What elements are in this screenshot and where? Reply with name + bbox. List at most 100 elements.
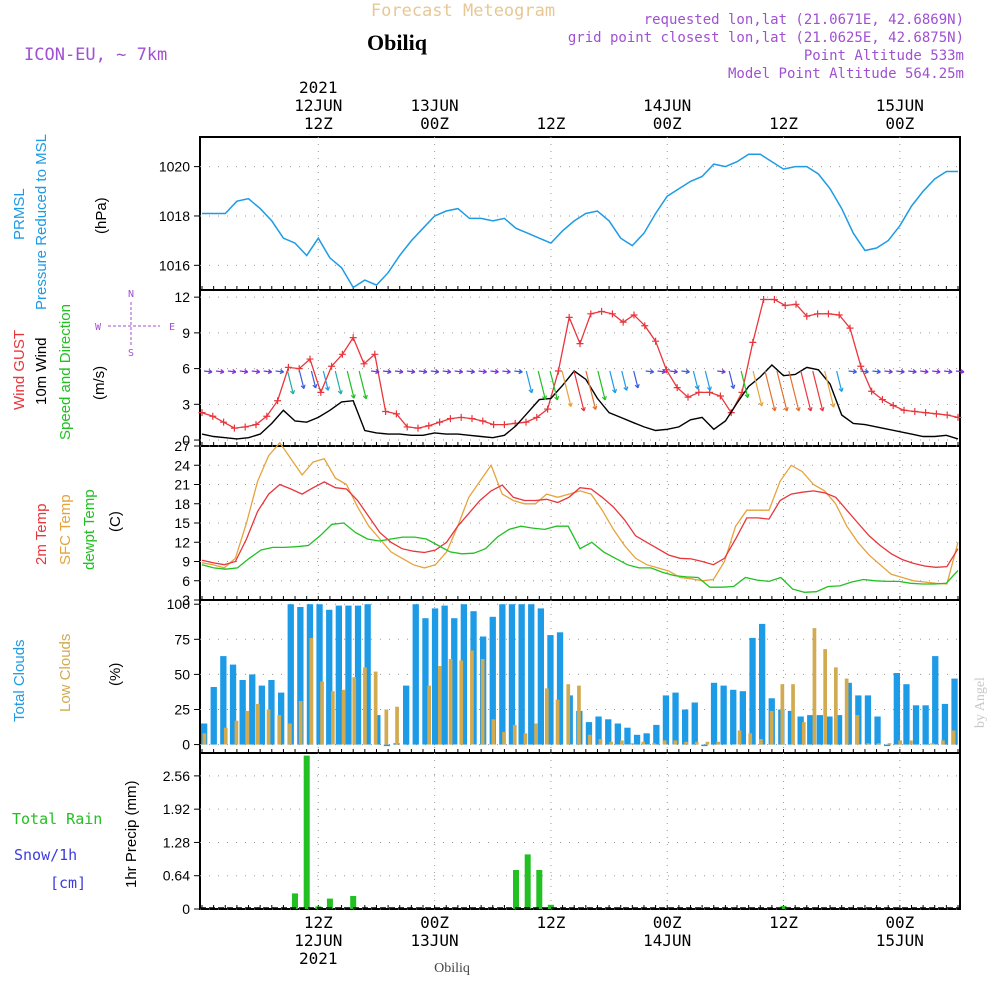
gust-marker	[544, 405, 552, 413]
gust-marker	[306, 355, 314, 363]
arrow-head	[819, 406, 825, 412]
total-cloud-bar	[422, 618, 429, 745]
wind-direction-arrow	[884, 369, 893, 375]
y-tick-label: 1020	[159, 159, 190, 175]
wind-direction-arrow	[681, 369, 690, 375]
arrow-shaft	[430, 370, 439, 373]
low-clouds-label: Low Clouds	[57, 634, 74, 712]
low-cloud-bar	[395, 706, 399, 745]
low-cloud-bar	[801, 722, 806, 745]
arrow-head	[422, 369, 428, 375]
low-cloud-bar	[438, 666, 442, 745]
arrow-shaft	[573, 370, 585, 412]
arrow-head	[948, 369, 953, 375]
low-cloud-bar	[277, 715, 282, 745]
y-tick-label: 6	[182, 361, 190, 377]
arrow-shaft	[227, 370, 236, 373]
total-cloud-bar	[941, 703, 949, 745]
total-cloud-bar	[730, 689, 737, 745]
arrow-shaft	[896, 370, 905, 373]
dewpt-line	[201, 522, 959, 593]
gust-marker	[598, 307, 606, 315]
arrow-shaft	[692, 370, 699, 390]
y-tick-label: 1016	[159, 257, 190, 273]
wind-direction-arrow	[920, 369, 929, 375]
low-cloud-bar	[641, 741, 646, 745]
arrow-shaft	[800, 370, 812, 412]
arrow-head	[350, 394, 356, 399]
low-cloud-bar	[480, 659, 485, 745]
arrow-shaft	[371, 370, 380, 373]
low-cloud-bar	[769, 710, 774, 745]
rain-bar	[326, 898, 333, 909]
low-cloud-bar	[309, 637, 314, 745]
total-clouds-label: Total Clouds	[11, 639, 28, 722]
y-tick-label: 2.56	[163, 768, 190, 784]
arrow-shaft	[728, 370, 735, 389]
wind-direction-arrow	[442, 369, 452, 375]
gust-marker	[468, 415, 476, 423]
low-cloud-bar	[887, 743, 892, 745]
total-cloud-bar	[816, 715, 823, 745]
arrow-head	[694, 385, 700, 390]
time-label: 15JUN	[876, 96, 924, 115]
compass-rose: N S W E	[95, 289, 175, 359]
total-cloud-bar	[249, 674, 256, 745]
gust-marker	[371, 350, 379, 358]
arrow-shaft	[932, 370, 941, 373]
gust-marker	[770, 296, 778, 304]
total-cloud-bar	[864, 695, 872, 745]
total-cloud-bar	[335, 605, 342, 745]
footer-location: Obiliq	[434, 961, 470, 976]
rain-bar	[292, 893, 298, 909]
time-label: 00Z	[653, 114, 682, 133]
temp-sfc-label: SFC Temp	[57, 494, 74, 565]
arrow-head	[924, 369, 929, 375]
wind-direction-arrow	[908, 369, 917, 375]
arrow-head	[783, 406, 789, 412]
arrow-shaft	[549, 370, 558, 401]
credit-label: by Angel	[973, 677, 988, 728]
arrow-head	[208, 369, 213, 375]
time-label: 13JUN	[411, 96, 459, 115]
arrow-head	[494, 369, 499, 375]
wind-direction-arrow	[382, 369, 392, 375]
low-cloud-bar	[866, 743, 870, 745]
arrow-head	[795, 406, 801, 412]
snow-cm-label: [cm]	[50, 874, 86, 892]
wind-direction-arrow	[322, 370, 330, 391]
wind-direction-arrow	[454, 369, 464, 375]
time-label: 12Z	[304, 114, 333, 133]
wind-direction-arrow	[704, 370, 712, 391]
wind-direction-arrow	[203, 369, 213, 375]
wind-direction-arrow	[215, 369, 225, 375]
total-cloud-bar	[720, 685, 727, 745]
rain-bar	[524, 854, 531, 909]
low-cloud-bar	[245, 710, 249, 745]
arrow-shaft	[239, 370, 248, 373]
arrow-shaft	[537, 370, 546, 400]
arrow-head	[231, 369, 237, 375]
arrow-shaft	[848, 370, 857, 373]
arrow-head	[554, 395, 560, 401]
total-cloud-bar	[672, 692, 679, 745]
total-cloud-bar	[278, 692, 285, 745]
wind-direction-arrow	[227, 369, 237, 375]
rain-bar	[303, 755, 310, 909]
gust-marker	[565, 313, 573, 321]
time-label: 00Z	[885, 913, 914, 932]
total-cloud-bar	[258, 685, 265, 745]
arrow-shaft	[657, 370, 666, 373]
gust-marker	[403, 423, 411, 431]
y-tick-label: 3	[182, 396, 190, 412]
wind-direction-arrow	[371, 369, 380, 375]
gust-marker	[241, 423, 249, 431]
arrow-head	[864, 369, 869, 375]
arrow-shaft	[752, 370, 763, 407]
gust-marker	[695, 388, 703, 396]
gust-marker	[263, 412, 271, 420]
low-cloud-bar	[876, 743, 881, 745]
wind-direction-arrow	[657, 369, 666, 375]
gust-marker	[576, 340, 584, 348]
